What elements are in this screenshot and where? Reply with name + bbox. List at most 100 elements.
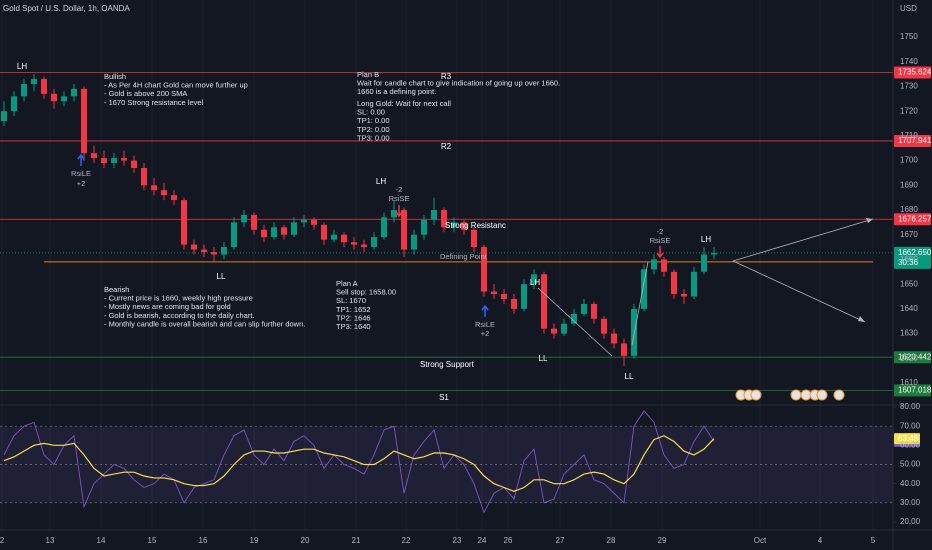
candle-body	[531, 274, 537, 285]
note-line: SL: 0.00	[357, 108, 385, 117]
note-line: Plan B	[357, 70, 379, 79]
candle-body	[241, 214, 247, 223]
plot	[0, 72, 893, 514]
x-tick-label: 16	[199, 536, 208, 545]
candle-body	[211, 252, 217, 255]
candle-body	[521, 284, 527, 309]
note-line: - Mostly news are coming bad for gold	[104, 302, 231, 311]
candle-body	[181, 200, 187, 245]
level-label: 1676.257	[898, 214, 932, 223]
candle-body	[101, 158, 107, 164]
note-line: - Current price is 1660, weekly high pre…	[104, 294, 253, 303]
y-tick-label: 1730	[900, 82, 918, 91]
x-tick-label: Oct	[754, 536, 767, 545]
level-box	[894, 134, 931, 147]
y-tick-label: 1680	[900, 205, 918, 214]
note-line: TP1: 1652	[336, 305, 371, 314]
candle-body	[21, 83, 27, 97]
x-tick-label: 19	[250, 536, 259, 545]
candle-body	[321, 224, 327, 240]
candle-body	[231, 222, 237, 248]
countdown: 30:36	[898, 258, 919, 267]
rsi-value-label: 63.48	[898, 434, 919, 443]
candle-body	[471, 229, 477, 248]
annotation: LL	[539, 354, 548, 363]
candle-body	[541, 274, 547, 329]
currency: USD	[900, 4, 917, 13]
candle-body	[161, 190, 167, 196]
candle-body	[561, 323, 567, 334]
candle-body	[691, 271, 697, 297]
event-icon	[750, 389, 762, 401]
x-tick-label: 23	[453, 536, 462, 545]
rsi-line	[3, 435, 715, 492]
candle-body	[551, 328, 557, 334]
annotation: LL	[217, 272, 226, 281]
annotation: Defining Point	[440, 252, 488, 261]
trend-line	[537, 287, 613, 357]
candle-body	[171, 195, 177, 201]
annotation: LH	[701, 235, 711, 244]
candle-body	[401, 210, 407, 250]
x-tick-label: 2	[0, 536, 5, 545]
candle-body	[631, 308, 637, 356]
arrow-head	[866, 218, 873, 223]
rsi-tick-label: 20.00	[900, 517, 921, 526]
level-label: 1707.941	[898, 136, 932, 145]
projection-up	[732, 218, 874, 262]
candle-body	[621, 343, 627, 356]
candle-body	[491, 291, 497, 295]
y-tick-label: 1750	[900, 32, 918, 41]
candle-body	[91, 153, 97, 159]
candle-body	[451, 222, 457, 228]
annotation: LH	[17, 62, 27, 71]
candle-body	[61, 96, 67, 102]
rsi-tick-label: 30.00	[900, 498, 921, 507]
candle-body	[341, 234, 347, 243]
candle-body	[131, 160, 137, 168]
candle-body	[111, 158, 117, 164]
rsi-tick-label: 60.00	[900, 440, 921, 449]
candle-body	[71, 88, 77, 97]
x-tick-label: 13	[46, 536, 55, 545]
x-tick-label: 14	[97, 536, 106, 545]
candle-body	[671, 271, 677, 295]
y-tick-label: 1630	[900, 329, 918, 338]
sell-arrow	[395, 205, 403, 218]
candle-body	[351, 242, 357, 245]
y-tick-label: 1690	[900, 180, 918, 189]
sell-arrow	[656, 246, 664, 259]
candle-body	[391, 210, 397, 218]
buy-arrow	[77, 153, 85, 166]
signal-label: -2	[396, 185, 403, 194]
note-line: - Gold is bearish, according to the dail…	[104, 311, 255, 320]
note-line: TP1: 0.00	[357, 116, 390, 125]
axes: 1610162016301640165016601670168016901700…	[0, 32, 921, 545]
note-line: TP3: 1640	[336, 322, 371, 331]
candle-body	[501, 294, 507, 299]
candle-body	[251, 214, 257, 230]
x-tick-label: 15	[148, 536, 157, 545]
level-label: 1607.018	[898, 385, 932, 394]
y-tick-label: 1650	[900, 279, 918, 288]
signal-label: RsiLE	[475, 320, 495, 329]
y-tick-label: 1660	[900, 255, 918, 264]
y-tick-label: 1610	[900, 378, 918, 387]
candle-body	[121, 158, 127, 161]
candle-body	[701, 254, 707, 272]
y-tick-label: 1670	[900, 230, 918, 239]
grid	[0, 0, 896, 530]
candle-body	[511, 298, 517, 309]
candle-body	[11, 96, 17, 112]
candle-body	[411, 234, 417, 250]
candle-body	[461, 222, 467, 230]
level-label: 1735.624	[898, 68, 932, 77]
arrow-head	[858, 316, 865, 322]
annotation: R2	[441, 142, 452, 151]
candle-body	[441, 210, 447, 228]
x-tick-label: 26	[504, 536, 513, 545]
x-tick-label: 27	[556, 536, 565, 545]
